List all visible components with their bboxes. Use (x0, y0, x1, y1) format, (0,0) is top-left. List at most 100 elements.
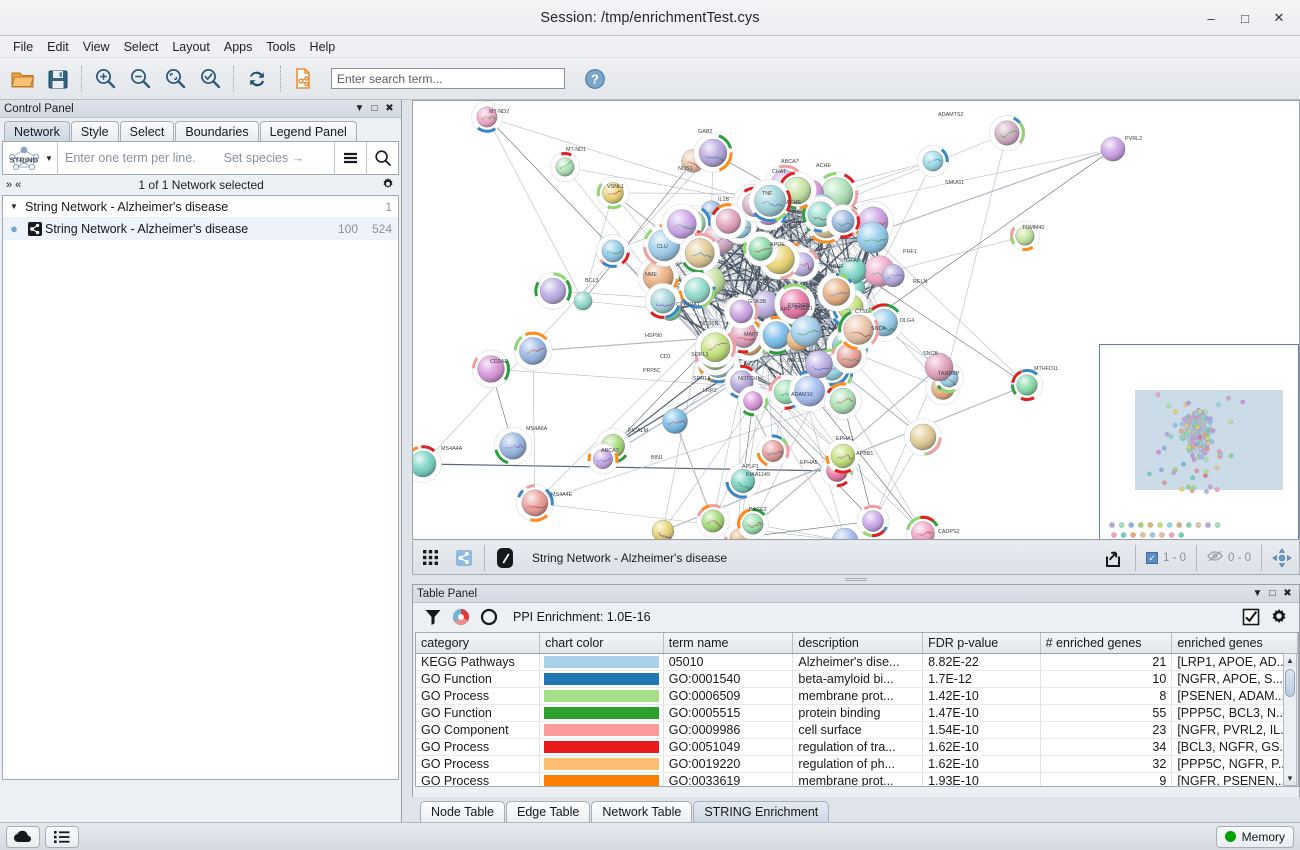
help-icon[interactable]: ? (578, 62, 612, 96)
network-node[interactable] (550, 151, 581, 182)
col-term-name[interactable]: term name (663, 633, 794, 654)
crosshair-icon[interactable] (1265, 542, 1299, 574)
network-node[interactable] (817, 272, 856, 312)
tab-legend-panel[interactable]: Legend Panel (259, 121, 357, 141)
menu-file[interactable]: File (13, 39, 34, 54)
control-panel-float-icon[interactable]: □ (371, 103, 378, 114)
menu-apps[interactable]: Apps (223, 39, 253, 54)
network-node[interactable] (651, 519, 675, 539)
tab-boundaries[interactable]: Boundaries (175, 121, 259, 141)
network-tree-child-row[interactable]: ● String Network - Alzheimer's disease 1… (3, 218, 398, 240)
network-node[interactable] (988, 114, 1025, 152)
menu-view[interactable]: View (82, 39, 110, 54)
zoom-selected-icon[interactable] (158, 62, 192, 96)
network-node[interactable] (678, 271, 716, 309)
export-network-icon[interactable] (287, 62, 321, 96)
network-node[interactable] (881, 264, 905, 288)
network-graph[interactable]: MT-ND2 MT-ND1 VSNL1 GAB2 NOS1 IL1B CLU NME BCL3 C… (413, 101, 1299, 539)
network-node[interactable] (1100, 136, 1126, 162)
fit-network-icon[interactable] (193, 62, 227, 96)
menu-tools[interactable]: Tools (266, 39, 296, 54)
maximize-button[interactable]: □ (1241, 10, 1249, 26)
tab-network[interactable]: Network (4, 121, 70, 141)
control-panel-close-icon[interactable]: ✖ (385, 103, 394, 114)
network-node[interactable] (917, 145, 949, 177)
tab-node-table[interactable]: Node Table (420, 801, 506, 822)
table-panel-float-icon[interactable]: □ (1269, 588, 1276, 599)
network-node[interactable] (804, 350, 833, 379)
network-node[interactable] (737, 385, 769, 417)
export-image-icon[interactable] (1098, 542, 1132, 574)
node-checkbox-icon[interactable]: ✓ (1145, 551, 1158, 564)
network-settings-gear-icon[interactable] (381, 177, 395, 194)
network-node[interactable] (904, 418, 942, 456)
network-node[interactable] (493, 426, 533, 466)
network-node[interactable] (587, 443, 619, 475)
menu-edit[interactable]: Edit (47, 39, 69, 54)
network-node[interactable] (856, 221, 889, 254)
menu-select[interactable]: Select (123, 39, 159, 54)
network-node[interactable] (413, 445, 442, 483)
col-fdr-pvalue[interactable]: FDR p-value (922, 633, 1041, 654)
network-node[interactable] (1010, 368, 1044, 402)
scroll-down-arrow-icon[interactable]: ▼ (1284, 772, 1296, 785)
string-query-input[interactable]: Enter one term per line. Set species → (57, 142, 334, 174)
network-node[interactable] (748, 179, 792, 223)
magnifier-icon[interactable] (366, 142, 398, 174)
network-node[interactable] (723, 294, 759, 329)
col-category[interactable]: category (416, 633, 541, 654)
tab-select[interactable]: Select (119, 121, 175, 141)
tree-twisty-icon[interactable]: ▼ (10, 202, 18, 211)
table-row[interactable]: GO Process GO:0019220 regulation of ph... 1… (416, 755, 1298, 773)
table-panel-close-icon[interactable]: ✖ (1283, 588, 1292, 599)
cloud-status-icon[interactable] (6, 825, 40, 848)
enrichment-table[interactable]: category chart color term name descripti… (415, 632, 1299, 787)
pie-chart-icon[interactable] (447, 604, 475, 630)
network-node[interactable] (856, 504, 890, 538)
table-row[interactable]: GO Process GO:0033619 membrane prot... 1.93… (416, 772, 1298, 786)
network-tree-root-row[interactable]: ▼ String Network - Alzheimer's disease 1 (3, 196, 398, 218)
network-node[interactable] (826, 204, 861, 239)
network-node[interactable] (596, 234, 630, 268)
network-node[interactable] (695, 327, 736, 368)
network-node[interactable] (645, 283, 682, 320)
network-node[interactable] (743, 231, 779, 267)
string-species-caret-icon[interactable]: ▼ (45, 153, 53, 163)
table-vertical-scrollbar[interactable]: ▲ ▼ (1283, 653, 1297, 786)
minimize-button[interactable]: – (1207, 10, 1215, 26)
donut-ring-icon[interactable] (475, 604, 503, 630)
menu-help[interactable]: Help (309, 39, 336, 54)
scroll-thumb[interactable] (1285, 669, 1295, 697)
string-species-hint[interactable]: Set species → (223, 151, 305, 165)
table-row[interactable]: GO Component GO:0009986 cell surface 1.54E-… (416, 721, 1298, 739)
network-node[interactable] (788, 370, 831, 413)
network-node[interactable] (596, 176, 630, 210)
network-node[interactable] (710, 203, 747, 240)
tab-network-table[interactable]: Network Table (591, 801, 693, 822)
open-session-icon[interactable] (6, 62, 40, 96)
network-node[interactable] (662, 408, 688, 434)
tab-string-enrichment[interactable]: STRING Enrichment (693, 801, 830, 822)
select-all-checkbox-icon[interactable] (1237, 604, 1265, 630)
panel-splitter[interactable] (412, 575, 1300, 584)
network-node[interactable] (832, 527, 858, 539)
task-list-icon[interactable] (45, 825, 79, 848)
tab-style[interactable]: Style (70, 121, 119, 141)
table-row[interactable]: GO Function GO:0005515 protein binding 1.47… (416, 704, 1298, 722)
network-node[interactable] (825, 438, 861, 474)
col-chart-color[interactable]: chart color (539, 633, 664, 654)
network-node[interactable] (471, 349, 511, 389)
scroll-up-arrow-icon[interactable]: ▲ (1284, 654, 1296, 667)
close-button[interactable]: ✕ (1273, 10, 1285, 25)
network-node[interactable] (757, 315, 797, 355)
save-session-icon[interactable] (41, 62, 75, 96)
network-node[interactable] (838, 309, 880, 351)
network-node[interactable] (534, 272, 572, 310)
network-node[interactable] (679, 232, 721, 274)
network-node[interactable] (695, 503, 730, 538)
table-panel-collapse-icon[interactable]: ▼ (1252, 588, 1263, 599)
annotations-icon[interactable] (488, 542, 522, 574)
table-row[interactable]: GO Process GO:0051049 regulation of tra...… (416, 738, 1298, 756)
network-node[interactable] (905, 515, 941, 539)
col-description[interactable]: description (792, 633, 924, 654)
